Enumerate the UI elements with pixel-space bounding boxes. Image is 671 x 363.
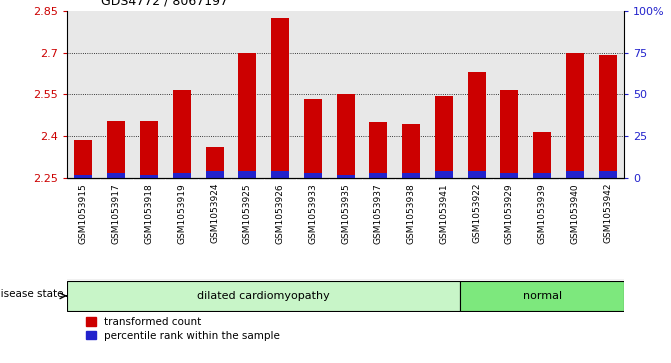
Bar	[271, 18, 289, 178]
Bar	[460, 281, 624, 311]
Bar	[107, 173, 125, 178]
Bar	[369, 122, 387, 178]
Text: GSM1053915: GSM1053915	[79, 183, 88, 244]
Text: GSM1053939: GSM1053939	[537, 183, 547, 244]
Bar	[435, 96, 453, 178]
Bar	[238, 53, 256, 178]
Text: GSM1053924: GSM1053924	[210, 183, 219, 244]
Bar	[271, 171, 289, 178]
Bar	[205, 147, 223, 178]
Bar	[67, 281, 460, 311]
Text: GSM1053938: GSM1053938	[407, 183, 415, 244]
Bar	[304, 98, 322, 178]
Text: GSM1053917: GSM1053917	[112, 183, 121, 244]
Text: GSM1053925: GSM1053925	[243, 183, 252, 244]
Bar	[533, 132, 551, 178]
Bar	[599, 56, 617, 178]
Text: disease state: disease state	[0, 289, 64, 299]
Legend: transformed count, percentile rank within the sample: transformed count, percentile rank withi…	[86, 317, 280, 340]
Bar	[238, 171, 256, 178]
Bar	[107, 121, 125, 178]
Text: GSM1053933: GSM1053933	[308, 183, 317, 244]
Text: normal: normal	[523, 291, 562, 301]
Bar	[205, 171, 223, 178]
Text: GSM1053922: GSM1053922	[472, 183, 481, 244]
Text: GDS4772 / 8067197: GDS4772 / 8067197	[101, 0, 227, 7]
Bar	[304, 173, 322, 178]
Bar	[435, 171, 453, 178]
Bar	[402, 173, 420, 178]
Text: GSM1053929: GSM1053929	[505, 183, 514, 244]
Text: GSM1053918: GSM1053918	[144, 183, 154, 244]
Bar	[74, 175, 93, 178]
Text: GSM1053935: GSM1053935	[341, 183, 350, 244]
Text: GSM1053940: GSM1053940	[570, 183, 579, 244]
Bar	[501, 90, 519, 178]
Bar	[566, 171, 584, 178]
Bar	[599, 171, 617, 178]
Bar	[402, 123, 420, 178]
Text: GSM1053926: GSM1053926	[276, 183, 285, 244]
Text: GSM1053941: GSM1053941	[440, 183, 448, 244]
Bar	[468, 171, 486, 178]
Text: GSM1053937: GSM1053937	[374, 183, 383, 244]
Bar	[337, 94, 354, 178]
Bar	[74, 140, 93, 178]
Bar	[337, 175, 354, 178]
Text: GSM1053942: GSM1053942	[603, 183, 612, 244]
Bar	[140, 175, 158, 178]
Bar	[501, 173, 519, 178]
Text: GSM1053919: GSM1053919	[177, 183, 187, 244]
Bar	[172, 90, 191, 178]
Bar	[172, 173, 191, 178]
Bar	[468, 72, 486, 178]
Bar	[533, 173, 551, 178]
Bar	[369, 173, 387, 178]
Text: dilated cardiomyopathy: dilated cardiomyopathy	[197, 291, 330, 301]
Bar	[566, 53, 584, 178]
Bar	[140, 121, 158, 178]
